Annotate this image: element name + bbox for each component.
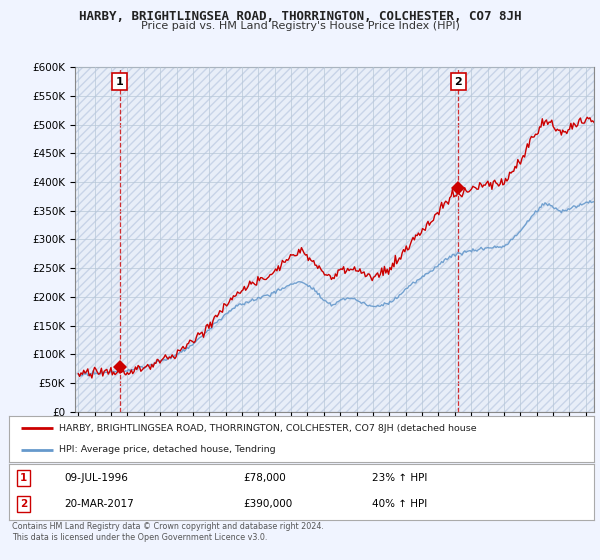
Text: HPI: Average price, detached house, Tendring: HPI: Average price, detached house, Tend…: [59, 445, 275, 454]
Text: 2: 2: [20, 499, 27, 509]
Text: HARBY, BRIGHTLINGSEA ROAD, THORRINGTON, COLCHESTER, CO7 8JH (detached house: HARBY, BRIGHTLINGSEA ROAD, THORRINGTON, …: [59, 424, 476, 433]
Text: 20-MAR-2017: 20-MAR-2017: [65, 499, 134, 509]
Text: 1: 1: [116, 77, 124, 87]
Text: 1: 1: [20, 473, 27, 483]
Text: 23% ↑ HPI: 23% ↑ HPI: [372, 473, 427, 483]
Text: HARBY, BRIGHTLINGSEA ROAD, THORRINGTON, COLCHESTER, CO7 8JH: HARBY, BRIGHTLINGSEA ROAD, THORRINGTON, …: [79, 10, 521, 22]
Text: £390,000: £390,000: [243, 499, 292, 509]
Bar: [75, 67, 594, 412]
Text: Contains HM Land Registry data © Crown copyright and database right 2024.
This d: Contains HM Land Registry data © Crown c…: [12, 522, 324, 542]
Text: £78,000: £78,000: [243, 473, 286, 483]
Text: Price paid vs. HM Land Registry's House Price Index (HPI): Price paid vs. HM Land Registry's House …: [140, 21, 460, 31]
Text: 40% ↑ HPI: 40% ↑ HPI: [372, 499, 427, 509]
Text: 2: 2: [455, 77, 463, 87]
Text: 09-JUL-1996: 09-JUL-1996: [65, 473, 128, 483]
Bar: [75, 67, 594, 412]
